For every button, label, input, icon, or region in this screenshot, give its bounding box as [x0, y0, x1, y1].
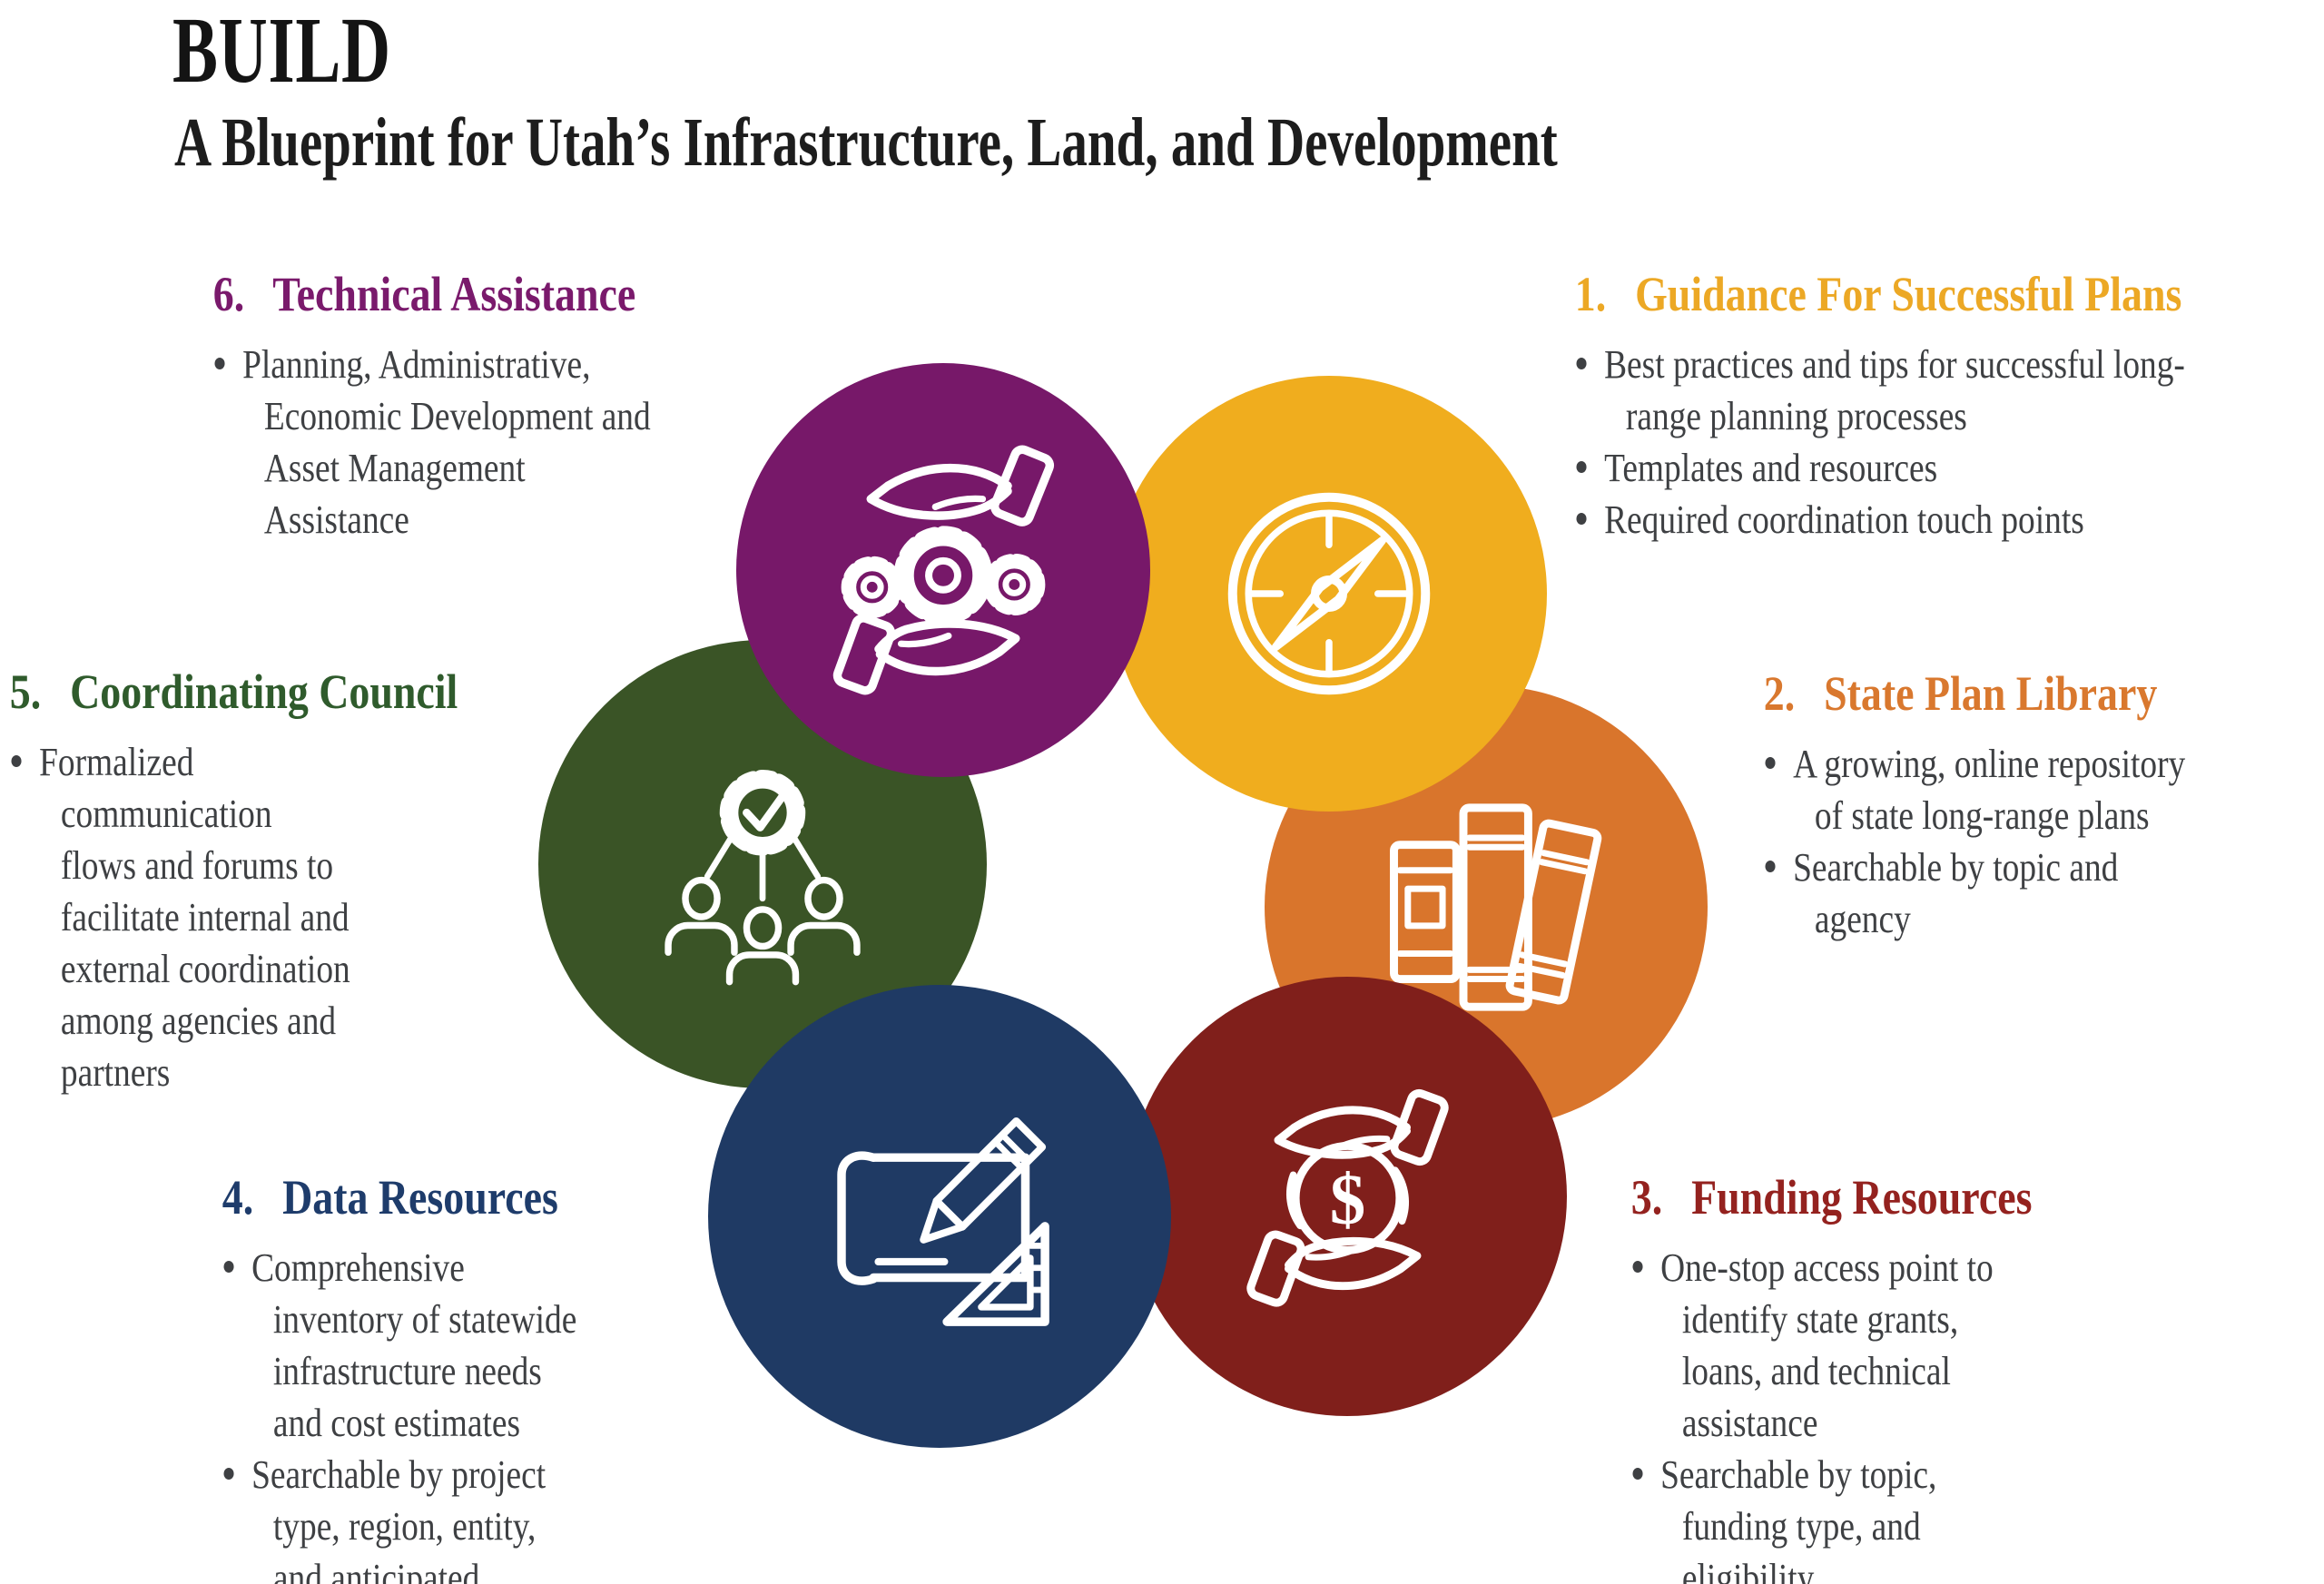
section-title: Funding Resources: [1691, 1170, 2033, 1225]
bullet-item: Best practices and tips for successful l…: [1569, 339, 2204, 442]
section-heading: 5. Coordinating Council: [4, 664, 458, 720]
coin-hands-icon: $: [1246, 1088, 1449, 1307]
section-heading: 1. Guidance For Successful Plans: [1569, 266, 2204, 322]
bullet-item: Searchable by topic, funding type, and e…: [1625, 1449, 2042, 1584]
section-heading: 4. Data Resources: [216, 1169, 586, 1225]
section-number: 6.: [212, 267, 245, 321]
circle-data-resources: [708, 985, 1171, 1448]
section-title: Data Resources: [282, 1170, 558, 1225]
bullet-list: Comprehensive inventory of statewide inf…: [216, 1242, 586, 1584]
section-heading: 2. State Plan Library: [1758, 665, 2202, 722]
bullet-item: One-stop access point to identify state …: [1625, 1242, 2042, 1449]
section-number: 4.: [222, 1170, 254, 1225]
bullet-item: Planning, Administrative, Economic Devel…: [207, 339, 670, 546]
section-state-plan-library: 2. State Plan Library A growing, online …: [1758, 665, 2202, 945]
section-number: 1.: [1574, 267, 1607, 321]
section-title: Coordinating Council: [70, 664, 458, 719]
circle-technical-assistance: [736, 363, 1150, 777]
compass-icon: [1227, 492, 1431, 695]
bullet-item: Templates and resources: [1569, 442, 2204, 494]
bullet-item: Searchable by project type, region, enti…: [216, 1449, 586, 1584]
circle-funding-resources: $: [1128, 977, 1567, 1416]
section-heading: 6. Technical Assistance: [207, 266, 670, 322]
gear-people-icon: [665, 770, 861, 986]
bullet-list: A growing, online repository of state lo…: [1758, 738, 2202, 945]
bullet-list: Best practices and tips for successful l…: [1569, 339, 2204, 546]
bullet-list: Formalized communication flows and forum…: [4, 736, 351, 1098]
section-title: State Plan Library: [1824, 666, 2158, 721]
page-subtitle: A Blueprint for Utah’s Infrastructure, L…: [174, 104, 1558, 181]
hands-gears-icon: [832, 445, 1055, 695]
section-title: Technical Assistance: [272, 267, 636, 321]
page-title: BUILD: [172, 0, 391, 103]
bullet-list: Planning, Administrative, Economic Devel…: [207, 339, 670, 546]
section-number: 2.: [1763, 666, 1796, 721]
section-coordinating-council: 5. Coordinating Council Formalized commu…: [4, 664, 458, 1098]
section-data-resources: 4. Data Resources Comprehensive inventor…: [216, 1169, 586, 1584]
section-title: Guidance For Successful Plans: [1635, 267, 2182, 321]
section-funding-resources: 3. Funding Resources One-stop access poi…: [1625, 1169, 2042, 1584]
section-heading: 3. Funding Resources: [1625, 1169, 2042, 1225]
section-number: 5.: [9, 664, 42, 719]
bullet-item: Formalized communication flows and forum…: [4, 736, 351, 1098]
section-guidance-for-successful-plans: 1. Guidance For Successful Plans Best pr…: [1569, 266, 2204, 546]
bullet-item: Required coordination touch points: [1569, 494, 2204, 546]
bullet-item: Searchable by topic and agency: [1758, 841, 2202, 945]
bullet-list: One-stop access point to identify state …: [1625, 1242, 2042, 1584]
circle-guidance-for-successful-plans: [1111, 376, 1547, 812]
bullet-item: Comprehensive inventory of statewide inf…: [216, 1242, 586, 1449]
dollar-sign: $: [1329, 1160, 1365, 1239]
section-technical-assistance: 6. Technical Assistance Planning, Admini…: [207, 266, 670, 546]
books-icon: [1389, 802, 1601, 1011]
blueprint-icon: [837, 1117, 1049, 1326]
bullet-item: A growing, online repository of state lo…: [1758, 738, 2202, 841]
section-number: 3.: [1630, 1170, 1663, 1225]
